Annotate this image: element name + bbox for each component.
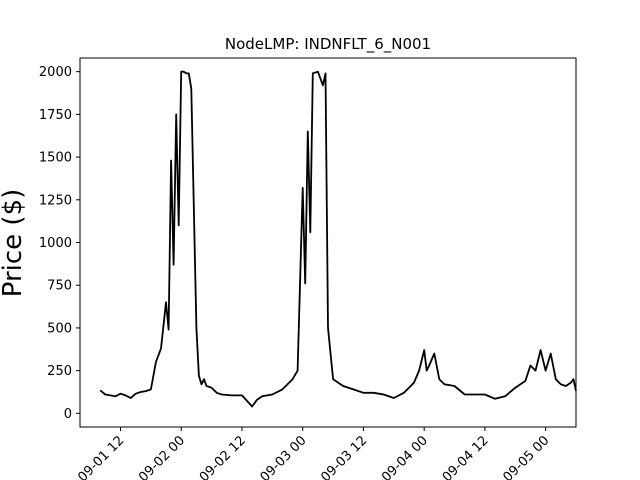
- y-tick-label: 1500: [39, 151, 72, 166]
- x-tick-label: 09-02 12: [197, 433, 249, 480]
- y-tick-label: 1250: [39, 193, 72, 208]
- chart-title: NodeLMP: INDNFLT_6_N001: [225, 35, 431, 54]
- x-tick-label: 09-04 00: [379, 433, 431, 480]
- x-axis: 09-01 12 09-02 00 09-02 12 09-03 00 09-03 12…: [75, 427, 552, 480]
- y-tick-label: 0: [64, 407, 72, 422]
- x-tick-label: 09-01 12: [75, 433, 127, 480]
- y-tick-label: 250: [47, 364, 72, 379]
- y-tick-label: 500: [47, 321, 72, 336]
- y-tick-label: 2000: [39, 65, 72, 80]
- y-tick-label: 750: [47, 279, 72, 294]
- x-tick-label: 09-03 00: [258, 433, 310, 480]
- plot-lines: [99, 70, 577, 408]
- y-axis: 0 250 500 750 1000 1250 1500 1750 2000: [39, 65, 80, 422]
- x-tick-label: 09-04 12: [440, 433, 492, 480]
- x-tick-label: 09-05 00: [501, 433, 553, 480]
- y-tick-label: 1750: [39, 108, 72, 123]
- series-line: [99, 70, 577, 408]
- x-tick-label: 09-02 00: [136, 433, 188, 480]
- y-axis-label: Price ($): [0, 189, 28, 298]
- plot-frame: [79, 57, 577, 428]
- y-tick-label: 1000: [39, 236, 72, 251]
- x-tick-label: 09-03 12: [318, 433, 370, 480]
